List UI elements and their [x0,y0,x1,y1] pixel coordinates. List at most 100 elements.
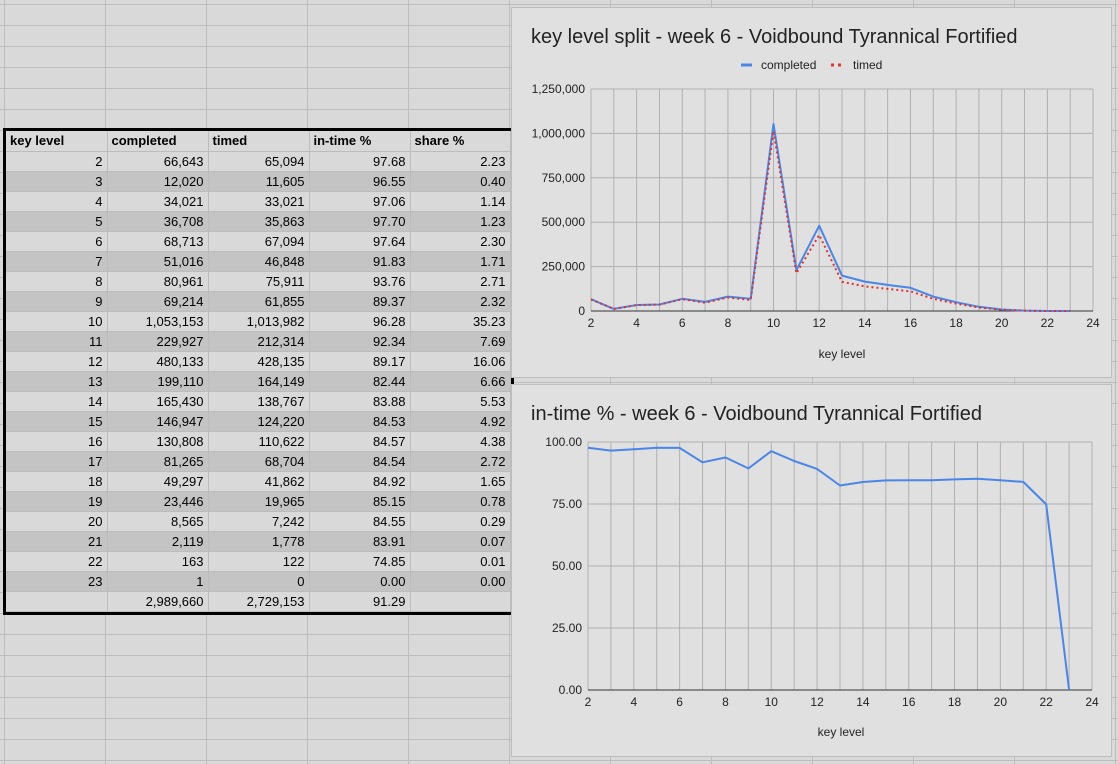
total-cell[interactable]: 91.29 [309,591,411,612]
table-cell[interactable]: 17 [6,451,108,472]
table-cell[interactable]: 1,013,982 [208,311,310,332]
table-cell[interactable]: 35,863 [208,211,310,232]
series-line-timed[interactable] [590,129,1071,312]
table-cell[interactable]: 16 [6,431,108,452]
table-cell[interactable]: 97.70 [309,211,411,232]
table-cell[interactable]: 35.23 [410,311,511,332]
table-cell[interactable]: 91.83 [309,251,411,272]
table-cell[interactable]: 66,643 [107,151,209,172]
table-cell[interactable]: 4.92 [410,411,511,432]
table-cell[interactable]: 4 [6,191,108,212]
table-cell[interactable]: 69,214 [107,291,209,312]
table-cell[interactable]: 3 [6,171,108,192]
table-cell[interactable]: 84.53 [309,411,411,432]
table-cell[interactable]: 93.76 [309,271,411,292]
table-cell[interactable]: 89.17 [309,351,411,372]
table-cell[interactable]: 84.54 [309,451,411,472]
table-cell[interactable]: 97.06 [309,191,411,212]
table-cell[interactable]: 0.01 [410,551,511,572]
header-timed[interactable]: timed [208,131,310,152]
table-cell[interactable]: 33,021 [208,191,310,212]
table-cell[interactable]: 199,110 [107,371,209,392]
table-cell[interactable]: 97.64 [309,231,411,252]
table-cell[interactable]: 8,565 [107,511,209,532]
in-time-pct-chart[interactable]: in-time % - week 6 - Voidbound Tyrannica… [511,384,1112,757]
table-cell[interactable]: 7,242 [208,511,310,532]
table-cell[interactable]: 51,016 [107,251,209,272]
table-cell[interactable]: 49,297 [107,471,209,492]
table-cell[interactable]: 7 [6,251,108,272]
table-cell[interactable]: 12 [6,351,108,372]
table-cell[interactable]: 83.88 [309,391,411,412]
table-cell[interactable]: 23,446 [107,491,209,512]
table-cell[interactable]: 92.34 [309,331,411,352]
table-cell[interactable]: 46,848 [208,251,310,272]
table-cell[interactable]: 61,855 [208,291,310,312]
table-cell[interactable]: 5 [6,211,108,232]
total-cell[interactable]: 2,729,153 [208,591,310,612]
table-cell[interactable]: 13 [6,371,108,392]
table-cell[interactable]: 2 [6,151,108,172]
table-cell[interactable]: 97.68 [309,151,411,172]
table-cell[interactable]: 10 [6,311,108,332]
table-cell[interactable]: 84.55 [309,511,411,532]
total-cell[interactable] [410,591,511,612]
series-line-completed[interactable] [590,123,1071,312]
table-cell[interactable]: 124,220 [208,411,310,432]
table-cell[interactable]: 1 [107,571,209,592]
table-cell[interactable]: 68,713 [107,231,209,252]
table-cell[interactable]: 9 [6,291,108,312]
table-cell[interactable]: 65,094 [208,151,310,172]
table-cell[interactable]: 18 [6,471,108,492]
table-cell[interactable]: 1.14 [410,191,511,212]
table-cell[interactable]: 2.32 [410,291,511,312]
table-cell[interactable]: 480,133 [107,351,209,372]
header-key-level[interactable]: key level [6,131,108,152]
table-cell[interactable]: 19 [6,491,108,512]
table-cell[interactable]: 5.53 [410,391,511,412]
table-cell[interactable]: 1,053,153 [107,311,209,332]
table-cell[interactable]: 0 [208,571,310,592]
table-cell[interactable]: 68,704 [208,451,310,472]
table-cell[interactable]: 428,135 [208,351,310,372]
table-cell[interactable]: 1,778 [208,531,310,552]
table-cell[interactable]: 110,622 [208,431,310,452]
table-cell[interactable]: 2,119 [107,531,209,552]
table-cell[interactable]: 12,020 [107,171,209,192]
table-cell[interactable]: 16.06 [410,351,511,372]
header-completed[interactable]: completed [107,131,209,152]
table-cell[interactable]: 89.37 [309,291,411,312]
table-cell[interactable]: 0.40 [410,171,511,192]
header-in-time-pct[interactable]: in-time % [309,131,411,152]
table-cell[interactable]: 23 [6,571,108,592]
table-cell[interactable]: 165,430 [107,391,209,412]
table-cell[interactable]: 6.66 [410,371,511,392]
table-cell[interactable]: 21 [6,531,108,552]
table-cell[interactable]: 11 [6,331,108,352]
table-cell[interactable]: 2.30 [410,231,511,252]
table-cell[interactable]: 0.78 [410,491,511,512]
table-cell[interactable]: 96.28 [309,311,411,332]
table-cell[interactable]: 83.91 [309,531,411,552]
table-cell[interactable]: 2.72 [410,451,511,472]
table-cell[interactable]: 138,767 [208,391,310,412]
table-cell[interactable]: 1.23 [410,211,511,232]
table-cell[interactable]: 229,927 [107,331,209,352]
table-cell[interactable]: 4.38 [410,431,511,452]
table-cell[interactable]: 0.00 [309,571,411,592]
table-cell[interactable]: 130,808 [107,431,209,452]
table-cell[interactable]: 67,094 [208,231,310,252]
table-cell[interactable]: 96.55 [309,171,411,192]
table-cell[interactable]: 84.92 [309,471,411,492]
table-cell[interactable]: 6 [6,231,108,252]
table-cell[interactable]: 7.69 [410,331,511,352]
table-cell[interactable]: 1.65 [410,471,511,492]
table-cell[interactable]: 146,947 [107,411,209,432]
table-cell[interactable]: 212,314 [208,331,310,352]
table-cell[interactable]: 82.44 [309,371,411,392]
table-cell[interactable]: 0.00 [410,571,511,592]
header-share-pct[interactable]: share % [410,131,511,152]
table-cell[interactable]: 84.57 [309,431,411,452]
table-cell[interactable]: 14 [6,391,108,412]
table-cell[interactable]: 164,149 [208,371,310,392]
